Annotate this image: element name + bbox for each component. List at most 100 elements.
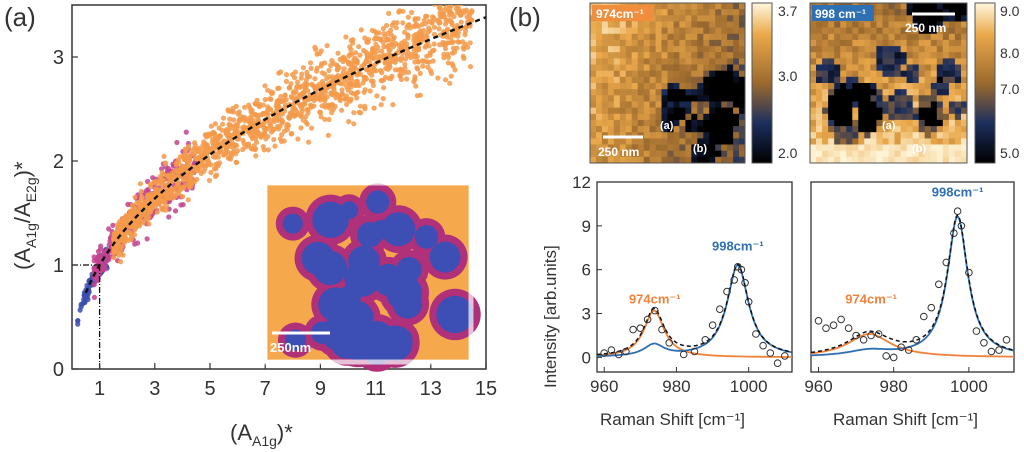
spectrum-data-point	[829, 321, 838, 330]
map-974-pixel	[607, 126, 615, 133]
map-974-pixel	[709, 156, 716, 164]
scatter-point	[104, 252, 111, 258]
scatter-point	[314, 65, 320, 71]
scatter-point	[178, 165, 184, 172]
map-998-pixel	[924, 70, 932, 78]
scatter-point	[353, 91, 359, 97]
map-998-pixel	[948, 150, 956, 158]
scatter-point	[187, 171, 193, 177]
spectrum-data-point	[953, 207, 962, 215]
map-998-pixel	[846, 95, 853, 102]
map-998-pixel	[900, 52, 908, 59]
scatter-point	[329, 92, 335, 98]
scatter-point	[388, 76, 394, 82]
map-998-pixel	[900, 126, 908, 133]
map-998-pixel	[942, 89, 950, 96]
map-974-pixel	[721, 9, 728, 16]
map-974-pixel	[709, 27, 716, 35]
scatter-point	[257, 104, 263, 110]
map-998-pixel	[852, 46, 859, 53]
map-998-pixel	[924, 132, 932, 139]
colorbar-998-tick-2: 7.0	[1000, 81, 1020, 97]
map-974-pixel	[691, 101, 698, 109]
map-998-pixel	[948, 83, 956, 90]
map-974-pixel	[625, 21, 633, 29]
map-974-pixel	[607, 113, 615, 121]
map-974-pixel	[703, 83, 710, 90]
map-974-pixel	[613, 119, 621, 127]
map-998-pixel	[822, 39, 829, 47]
map-998-pixel	[930, 119, 938, 127]
scatter-point	[408, 55, 414, 61]
map-998-pixel	[900, 76, 908, 84]
map-998-pixel	[810, 33, 817, 41]
map-974-pixel	[739, 156, 746, 164]
map-998-pixel	[900, 33, 908, 41]
scatter-point	[413, 83, 419, 89]
map-998-pixel	[822, 101, 829, 109]
map-998-pixel	[816, 33, 823, 41]
scatter-point	[169, 186, 175, 192]
map-998-pixel	[948, 95, 956, 102]
map-998-pixel	[954, 3, 962, 10]
map-974-pixel	[667, 21, 674, 29]
map-974-pixel	[691, 21, 698, 29]
map-974-pixel	[697, 9, 704, 16]
map-998-pixel	[828, 107, 835, 115]
scatter-point	[369, 27, 375, 34]
map-998-pixel	[930, 89, 938, 96]
map-974-pixel	[649, 33, 657, 41]
scatter-point	[270, 90, 276, 96]
map-998-pixel	[918, 126, 926, 133]
map-998-pixel	[816, 113, 823, 121]
scatter-point	[348, 90, 354, 96]
map-974-pixel	[637, 89, 645, 96]
scatter-point	[227, 116, 233, 122]
scatter-point	[381, 30, 387, 37]
scatter-point	[403, 56, 409, 62]
scatter-point	[324, 43, 330, 49]
map-974-pixel	[631, 107, 639, 115]
map-974-pixel	[643, 58, 651, 66]
map-974-pixel	[649, 27, 657, 35]
map-974-pixel	[590, 107, 597, 115]
map-974-pixel	[721, 21, 728, 29]
map-998-pixel	[918, 101, 926, 109]
map-974-pixel	[697, 113, 704, 121]
map-998-pixel	[961, 119, 968, 127]
scatter-point	[367, 88, 373, 94]
scatter-point	[312, 44, 318, 50]
scatter-point	[329, 110, 335, 116]
scatter-point	[429, 14, 436, 20]
spectrum-data-point	[965, 268, 973, 277]
map-998-pixel	[912, 132, 920, 139]
map-974-pixel	[691, 126, 698, 133]
map-998-pixel	[900, 9, 908, 16]
map-974-pixel	[596, 58, 603, 66]
map-998-pixel	[924, 39, 932, 47]
map-974-pixel	[667, 119, 674, 127]
spectrum-orange-curve	[597, 309, 792, 358]
map-974-pixel	[613, 46, 621, 53]
scatter-point	[106, 226, 112, 232]
scatter-point	[389, 22, 395, 28]
map-998-pixel	[882, 76, 889, 84]
scatter-point	[461, 10, 467, 16]
map-974-pixel	[631, 113, 639, 121]
map-974-pixel	[667, 156, 674, 164]
scatter-point	[220, 115, 227, 121]
map-998-pixel	[852, 144, 859, 152]
scatter-point	[336, 94, 343, 100]
map-998-pixel	[954, 150, 962, 158]
scatter-point	[344, 101, 350, 107]
map-998-pixel	[954, 144, 962, 152]
scatter-point	[387, 47, 393, 53]
map-998-pixel	[888, 150, 895, 158]
map-998-pixel	[852, 76, 859, 84]
spectrum-curves	[811, 207, 1014, 362]
map-974-pixel	[643, 83, 651, 90]
scatter-point	[92, 265, 98, 271]
map-974-pixel	[596, 101, 603, 109]
scatter-point	[445, 51, 451, 58]
map-974-pixel	[691, 76, 698, 84]
